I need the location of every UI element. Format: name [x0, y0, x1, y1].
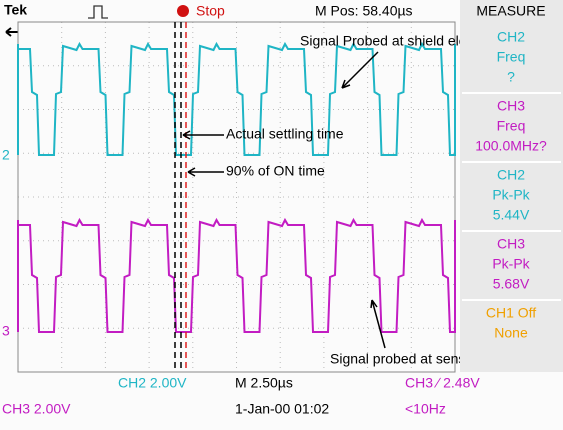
panel-title: MEASURE	[476, 3, 545, 19]
measure-text: 5.44V	[493, 207, 530, 223]
footer-text: CH3 ∕ 2.48V	[405, 375, 480, 391]
trigger-icon	[88, 5, 108, 19]
measure-text: CH2	[497, 167, 525, 183]
arrow	[341, 51, 379, 89]
measure-text: Freq	[497, 49, 526, 65]
waveform	[17, 41, 456, 156]
channel-marker: 2	[2, 147, 10, 163]
channel-marker: 3	[2, 323, 10, 339]
footer-text: 1-Jan-00 01:02	[235, 401, 329, 417]
measure-text: Pk-Pk	[492, 187, 530, 203]
measure-text: CH2	[497, 29, 525, 45]
position: M Pos: 58.40µs	[315, 3, 413, 19]
annotation: Signal Probed at shield electrode	[300, 33, 506, 49]
measure-text: CH1 Off	[486, 305, 536, 321]
arrow	[187, 167, 224, 177]
footer-text: CH3 2.00V	[2, 401, 71, 417]
waveforms	[17, 41, 456, 333]
annotation: Signal probed at sensor	[330, 351, 478, 367]
measure-text: 100.0MHz?	[475, 138, 547, 154]
measure-text: None	[494, 325, 528, 341]
measure-text: ?	[507, 69, 515, 85]
measure-text: CH3	[497, 236, 525, 252]
annotation: 90% of ON time	[226, 163, 325, 179]
annotation: Actual settling time	[226, 126, 344, 142]
stop-dot	[177, 5, 189, 17]
measure-text: CH3	[497, 98, 525, 114]
arrow	[370, 299, 386, 349]
status: Stop	[196, 3, 225, 19]
measure-text: Pk-Pk	[492, 256, 530, 272]
left-arrow	[5, 27, 18, 37]
waveform	[17, 217, 456, 333]
brand: Tek	[4, 2, 27, 18]
footer-text: M 2.50µs	[235, 375, 293, 391]
measure-text: 5.68V	[493, 276, 530, 292]
measure-text: Freq	[497, 118, 526, 134]
measure-panel	[460, 0, 563, 372]
footer-text: CH2 2.00V	[118, 375, 187, 391]
footer-text: <10Hz	[405, 401, 446, 417]
grid-frame	[17, 21, 456, 373]
graticule	[17, 21, 456, 373]
arrow	[182, 130, 224, 140]
